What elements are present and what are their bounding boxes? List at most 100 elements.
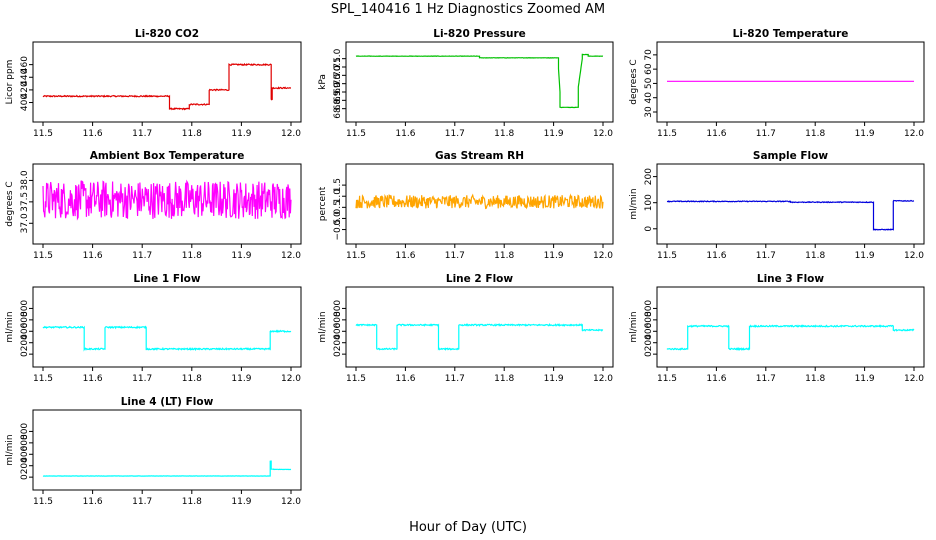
y-tick-label: 1.0 [333, 189, 343, 204]
panel-title: Line 1 Flow [133, 273, 200, 285]
chart-panel: Li-820 CO2 11.5 11.6 11.7 11.8 11.9 12.0 400420… [5, 28, 302, 139]
x-tick-label: 11.8 [494, 374, 514, 384]
y-tick-label: 600 [333, 311, 343, 328]
series-line [666, 199, 915, 231]
x-tick-label: 11.5 [657, 251, 677, 261]
y-axis-label: ml/min [5, 434, 15, 465]
chart-panel: Line 1 Flow 11.5 11.6 11.7 11.8 11.9 12.0 02004… [5, 273, 302, 384]
y-tick-label: 400 [20, 445, 30, 462]
y-axis-label: ml/min [629, 188, 639, 219]
x-tick-label: 11.5 [346, 251, 366, 261]
y-tick-label: 69.0 [333, 82, 343, 102]
y-tick-label: 200 [333, 334, 343, 351]
x-tick-label: 11.8 [182, 129, 202, 139]
x-tick-label: 11.6 [83, 129, 103, 139]
y-tick-label: −0.5 [333, 219, 343, 241]
y-tick-label: 71.0 [333, 48, 343, 68]
series-line [355, 193, 604, 210]
x-tick-label: 12.0 [593, 374, 613, 384]
x-tick-label: 11.7 [132, 374, 152, 384]
x-tick-label: 11.5 [33, 374, 53, 384]
x-tick-label: 12.0 [593, 251, 613, 261]
y-tick-label: 800 [644, 300, 654, 317]
y-tick-label: 38.0 [20, 170, 30, 190]
x-tick-label: 11.9 [544, 251, 564, 261]
x-tick-label: 11.5 [33, 251, 53, 261]
x-tick-label: 12.0 [904, 374, 924, 384]
y-tick-label: 0 [644, 226, 654, 232]
panel-title: Li-820 Pressure [433, 28, 526, 40]
y-tick-label: 200 [644, 168, 654, 185]
panel-title: Sample Flow [753, 150, 828, 162]
x-tick-label: 11.8 [182, 251, 202, 261]
plot-frame [345, 286, 614, 368]
y-axis-label: ml/min [5, 311, 15, 342]
x-tick-label: 12.0 [281, 251, 301, 261]
x-tick-label: 11.7 [756, 251, 776, 261]
chart-panel: Li-820 Pressure 11.5 11.6 11.7 11.8 11.9 12.0 6… [318, 28, 614, 139]
panel-title: Line 2 Flow [446, 273, 513, 285]
y-tick-label: 400 [20, 322, 30, 339]
x-tick-label: 11.5 [33, 129, 53, 139]
x-tick-label: 11.9 [231, 129, 251, 139]
x-tick-label: 11.9 [544, 129, 564, 139]
chart-panel: Line 2 Flow 11.5 11.6 11.7 11.8 11.9 12.0 02004… [318, 273, 614, 384]
x-tick-label: 12.0 [904, 129, 924, 139]
y-tick-label: 70 [644, 49, 654, 61]
y-tick-label: 1.5 [333, 178, 343, 192]
series-line [42, 62, 291, 111]
x-tick-label: 11.6 [83, 251, 103, 261]
y-tick-label: 600 [20, 434, 30, 451]
y-tick-label: 37.0 [20, 213, 30, 233]
y-axis-label: Licor ppm [5, 60, 15, 105]
y-tick-label: 420 [20, 81, 30, 98]
plot-frame [656, 163, 925, 245]
x-tick-label: 11.6 [395, 129, 415, 139]
y-axis-label: degrees C [629, 59, 639, 104]
x-tick-label: 11.7 [132, 251, 152, 261]
y-tick-label: 69.5 [333, 74, 343, 94]
y-tick-label: 600 [20, 311, 30, 328]
series-line [666, 324, 915, 351]
y-axis-label: percent [318, 186, 328, 221]
x-tick-label: 12.0 [281, 129, 301, 139]
x-tick-label: 11.7 [132, 129, 152, 139]
plot-frame [32, 409, 302, 491]
series-line [42, 325, 292, 352]
x-tick-label: 11.8 [805, 129, 825, 139]
x-tick-label: 11.6 [395, 251, 415, 261]
x-tick-label: 11.9 [855, 374, 875, 384]
y-tick-label: 800 [20, 300, 30, 317]
y-tick-label: 40 [644, 92, 654, 104]
x-tick-label: 11.6 [83, 374, 103, 384]
y-tick-label: 0 [333, 351, 343, 357]
x-tick-label: 11.7 [445, 251, 465, 261]
y-axis-label: ml/min [629, 311, 639, 342]
x-tick-label: 11.7 [445, 129, 465, 139]
y-axis-label: kPa [318, 74, 328, 90]
panel-title: Li-820 CO2 [135, 28, 199, 40]
chart-panel: Li-820 Temperature 11.5 11.6 11.7 11.8 11.9 12… [629, 28, 925, 139]
plot-frame [32, 41, 302, 123]
x-tick-label: 11.9 [855, 251, 875, 261]
x-tick-label: 11.6 [706, 129, 726, 139]
panel-title: Line 4 (LT) Flow [121, 396, 214, 408]
x-tick-label: 11.5 [346, 129, 366, 139]
figure-xlabel: Hour of Day (UTC) [409, 520, 527, 535]
y-tick-label: 37.5 [20, 192, 30, 212]
y-tick-label: 68.0 [333, 98, 343, 118]
y-tick-label: 460 [20, 56, 30, 73]
y-axis-label: degrees C [5, 181, 15, 226]
y-tick-label: 600 [644, 311, 654, 328]
x-tick-label: 11.8 [805, 374, 825, 384]
x-tick-label: 11.5 [657, 374, 677, 384]
plot-frame [345, 41, 614, 123]
y-axis-label: ml/min [318, 311, 328, 342]
series-line [355, 53, 604, 109]
y-tick-label: 70.0 [333, 65, 343, 85]
y-tick-label: 800 [20, 423, 30, 440]
x-tick-label: 11.7 [756, 374, 776, 384]
x-tick-label: 11.9 [544, 374, 564, 384]
y-tick-label: 200 [20, 457, 30, 474]
